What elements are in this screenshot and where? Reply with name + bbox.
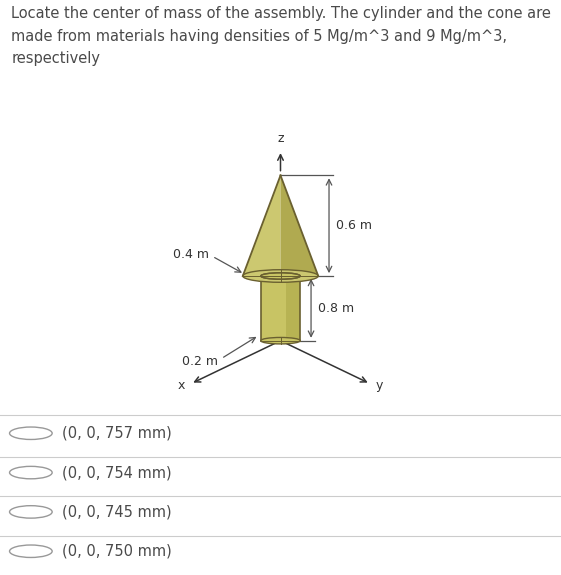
Text: (0, 0, 754 mm): (0, 0, 754 mm) bbox=[62, 465, 171, 480]
Polygon shape bbox=[243, 175, 280, 276]
Polygon shape bbox=[280, 175, 318, 276]
Text: Locate the center of mass of the assembly. The cylinder and the cone are
made fr: Locate the center of mass of the assembl… bbox=[11, 6, 551, 66]
Text: z: z bbox=[277, 132, 284, 145]
Text: 0.2 m: 0.2 m bbox=[182, 355, 218, 367]
Text: 0.8 m: 0.8 m bbox=[318, 302, 355, 315]
Text: x: x bbox=[178, 379, 185, 392]
Text: 0.6 m: 0.6 m bbox=[336, 219, 372, 232]
Ellipse shape bbox=[261, 273, 300, 279]
Polygon shape bbox=[287, 276, 300, 340]
Ellipse shape bbox=[261, 338, 300, 344]
Ellipse shape bbox=[243, 270, 318, 282]
Text: (0, 0, 750 mm): (0, 0, 750 mm) bbox=[62, 544, 172, 559]
Text: 0.4 m: 0.4 m bbox=[173, 248, 209, 261]
Text: (0, 0, 745 mm): (0, 0, 745 mm) bbox=[62, 504, 171, 519]
Text: (0, 0, 757 mm): (0, 0, 757 mm) bbox=[62, 426, 172, 441]
Polygon shape bbox=[261, 276, 300, 340]
Text: y: y bbox=[376, 379, 383, 392]
